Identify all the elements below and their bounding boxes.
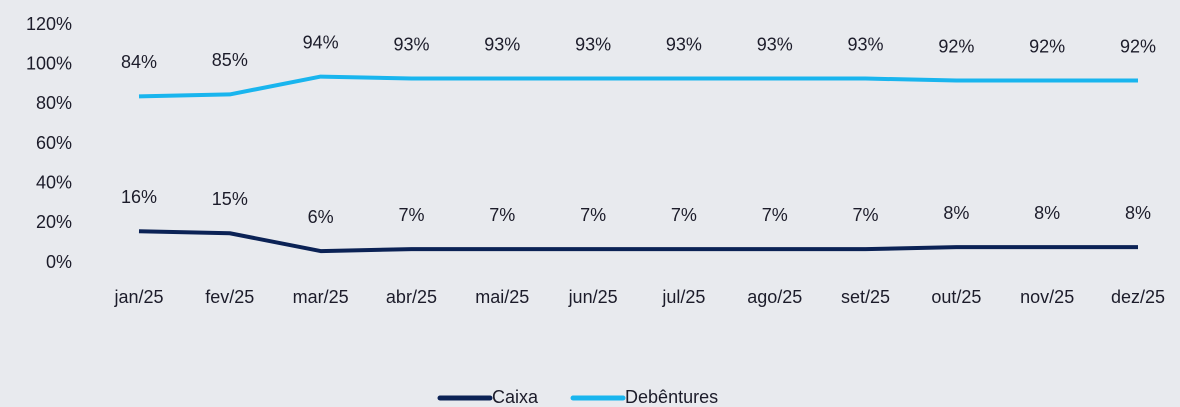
x-tick-label: dez/25 [1111,287,1165,307]
x-tick-label: ago/25 [747,287,802,307]
data-label: 94% [303,32,339,52]
y-tick-label: 80% [36,93,72,113]
y-tick-label: 100% [26,53,72,73]
data-label: 7% [489,205,515,225]
x-tick-label: set/25 [841,287,890,307]
data-label: 7% [853,205,879,225]
legend-label: Debêntures [625,387,718,407]
data-label: 6% [308,207,334,227]
x-tick-label: mar/25 [293,287,349,307]
data-label: 93% [757,34,793,54]
x-tick-label: jun/25 [568,287,618,307]
y-tick-label: 120% [26,14,72,34]
y-tick-label: 60% [36,133,72,153]
data-label: 93% [575,34,611,54]
series-line [138,229,1138,254]
data-label: 93% [393,34,429,54]
x-tick-label: nov/25 [1020,287,1074,307]
series-line [138,74,1138,99]
x-tick-label: mai/25 [475,287,529,307]
y-tick-label: 20% [36,212,72,232]
data-label: 16% [121,187,157,207]
data-label: 15% [212,189,248,209]
data-label: 93% [484,34,520,54]
legend-label: Caixa [492,387,539,407]
y-tick-label: 0% [46,252,72,272]
data-label: 93% [666,34,702,54]
data-label: 93% [848,34,884,54]
data-label: 7% [762,205,788,225]
data-label: 8% [1034,203,1060,223]
data-label: 92% [1029,36,1065,56]
x-tick-label: abr/25 [386,287,437,307]
x-tick-label: out/25 [931,287,981,307]
data-label: 7% [398,205,424,225]
x-tick-label: jan/25 [113,287,163,307]
x-tick-label: fev/25 [205,287,254,307]
data-label: 85% [212,50,248,70]
x-tick-label: jul/25 [661,287,705,307]
data-label: 7% [671,205,697,225]
y-tick-label: 40% [36,172,72,192]
data-label: 7% [580,205,606,225]
data-label: 8% [1125,203,1151,223]
data-label: 92% [938,36,974,56]
data-label: 8% [943,203,969,223]
data-label: 84% [121,52,157,72]
data-label: 92% [1120,36,1156,56]
